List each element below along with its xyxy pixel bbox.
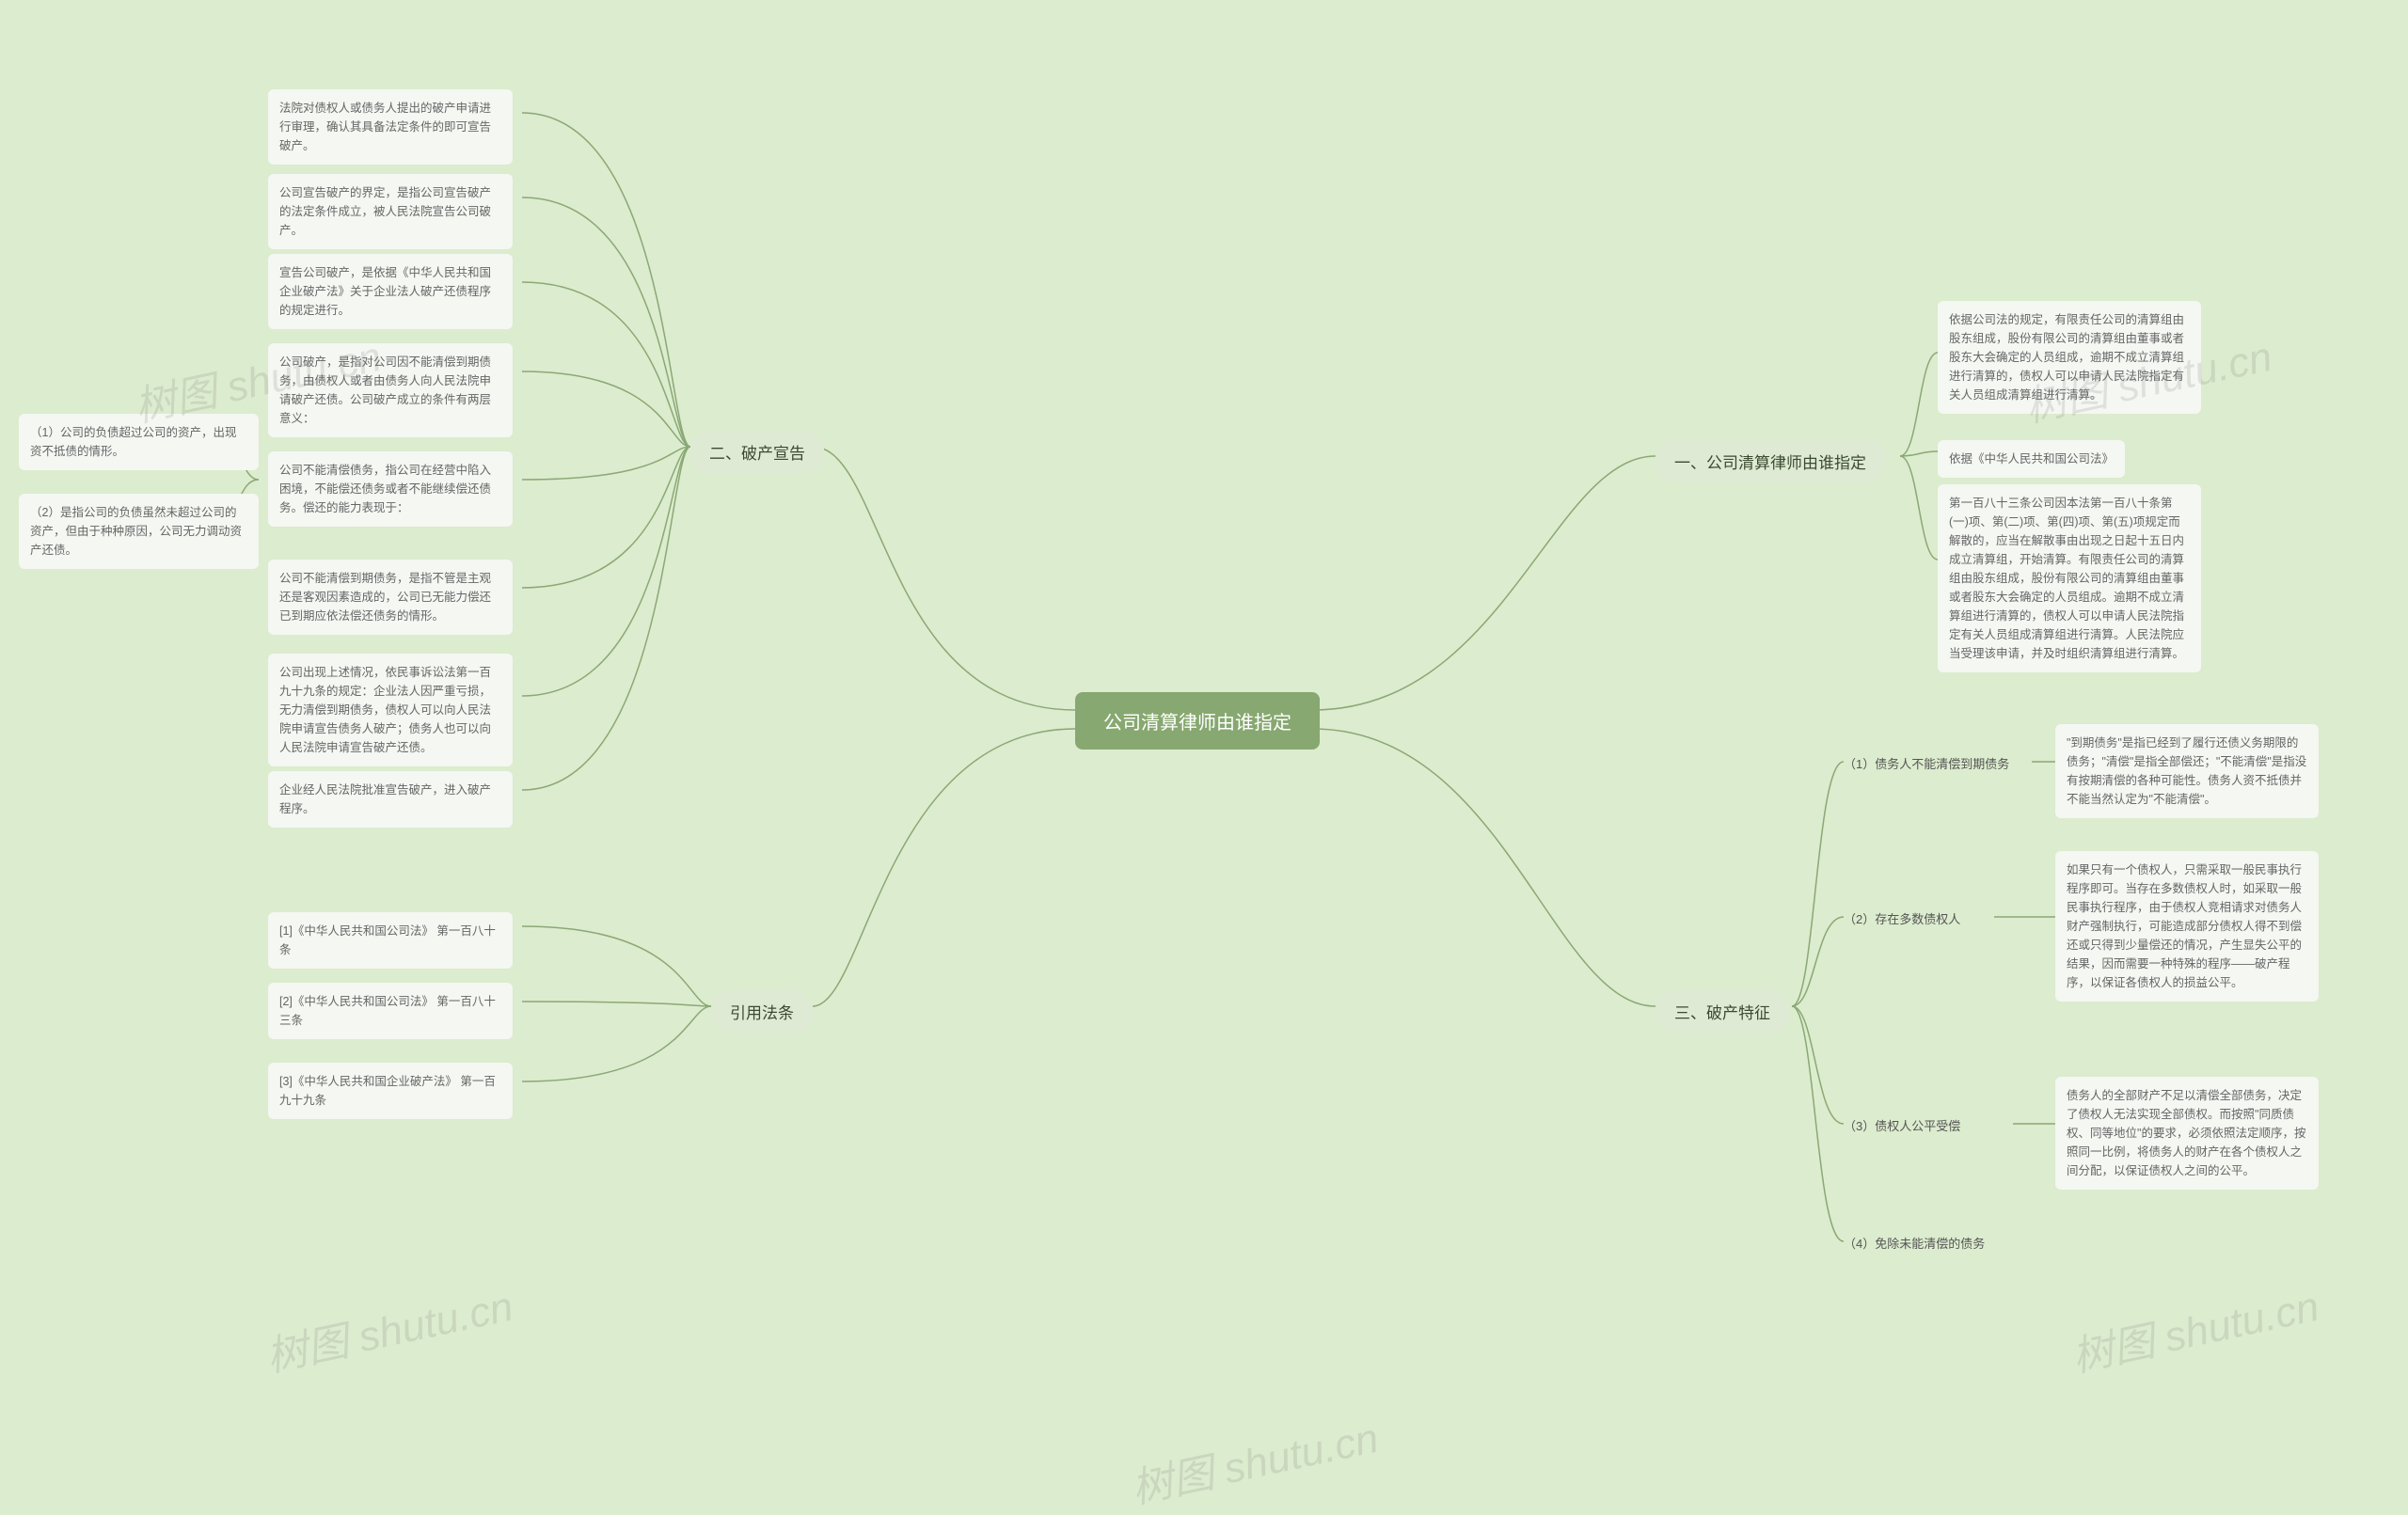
b2-leaf-2[interactable]: 宣告公司破产，是依据《中华人民共和国企业破产法》关于企业法人破产还债程序的规定进… — [268, 254, 513, 329]
b1-leaf-1[interactable]: 依据《中华人民共和国公司法》 — [1938, 440, 2125, 478]
b3-sub-0-leaf[interactable]: "到期债务"是指已经到了履行还债义务期限的债务；"清偿"是指全部偿还；"不能清偿… — [2055, 724, 2319, 818]
b2-leaf-0[interactable]: 法院对债权人或债务人提出的破产申请进行审理，确认其具备法定条件的即可宣告破产。 — [268, 89, 513, 165]
b1-leaf-2[interactable]: 第一百八十三条公司因本法第一百八十条第(一)项、第(二)项、第(四)项、第(五)… — [1938, 484, 2201, 672]
b2-leaf-6[interactable]: 公司出现上述情况，依民事诉讼法第一百九十九条的规定：企业法人因严重亏损，无力清偿… — [268, 654, 513, 766]
branch-left-4[interactable]: 引用法条 — [711, 990, 813, 1033]
b3-sub-1[interactable]: （2）存在多数债权人 — [1844, 909, 1960, 927]
branch-left-2[interactable]: 二、破产宣告 — [690, 431, 824, 473]
b4-leaf-2[interactable]: [3]《中华人民共和国企业破产法》 第一百九十九条 — [268, 1063, 513, 1119]
b1-leaf-0[interactable]: 依据公司法的规定，有限责任公司的清算组由股东组成，股份有限公司的清算组由董事或者… — [1938, 301, 2201, 414]
b2-leaf-1[interactable]: 公司宣告破产的界定，是指公司宣告破产的法定条件成立，被人民法院宣告公司破产。 — [268, 174, 513, 249]
b2-leaf-3[interactable]: 公司破产，是指对公司因不能清偿到期债务，由债权人或者由债务人向人民法院申请破产还… — [268, 343, 513, 437]
b3-sub-1-leaf[interactable]: 如果只有一个债权人，只需采取一般民事执行程序即可。当存在多数债权人时，如采取一般… — [2055, 851, 2319, 1002]
watermark: 树图 shutu.cn — [2066, 1272, 2323, 1383]
b4-leaf-0[interactable]: [1]《中华人民共和国公司法》 第一百八十条 — [268, 912, 513, 969]
branch-right-1[interactable]: 一、公司清算律师由谁指定 — [1656, 440, 1885, 482]
b3-sub-3[interactable]: （4）免除未能清偿的债务 — [1844, 1234, 1985, 1252]
watermark: 树图 shutu.cn — [260, 1272, 517, 1383]
b3-sub-0[interactable]: （1）债务人不能清偿到期债务 — [1844, 754, 2009, 772]
b3-sub-2[interactable]: （3）债权人公平受偿 — [1844, 1116, 1960, 1134]
watermark: 树图 shutu.cn — [1125, 1404, 1383, 1515]
b2-leaf-5[interactable]: 公司不能清偿到期债务，是指不管是主观还是客观因素造成的，公司已无能力偿还已到期应… — [268, 560, 513, 635]
branch-right-3[interactable]: 三、破产特征 — [1656, 990, 1789, 1033]
b2-leaf-4[interactable]: 公司不能清偿债务，指公司在经营中陷入困境，不能偿还债务或者不能继续偿还债务。偿还… — [268, 451, 513, 527]
b2-subleaf-0[interactable]: （1）公司的负债超过公司的资产，出现资不抵债的情形。 — [19, 414, 259, 470]
root-node[interactable]: 公司清算律师由谁指定 — [1075, 692, 1320, 750]
b4-leaf-1[interactable]: [2]《中华人民共和国公司法》 第一百八十三条 — [268, 983, 513, 1039]
b2-leaf-7[interactable]: 企业经人民法院批准宣告破产，进入破产程序。 — [268, 771, 513, 828]
b2-subleaf-1[interactable]: （2）是指公司的负债虽然未超过公司的资产，但由于种种原因，公司无力调动资产还债。 — [19, 494, 259, 569]
b3-sub-2-leaf[interactable]: 债务人的全部财产不足以清偿全部债务，决定了债权人无法实现全部债权。而按照"同质债… — [2055, 1077, 2319, 1190]
